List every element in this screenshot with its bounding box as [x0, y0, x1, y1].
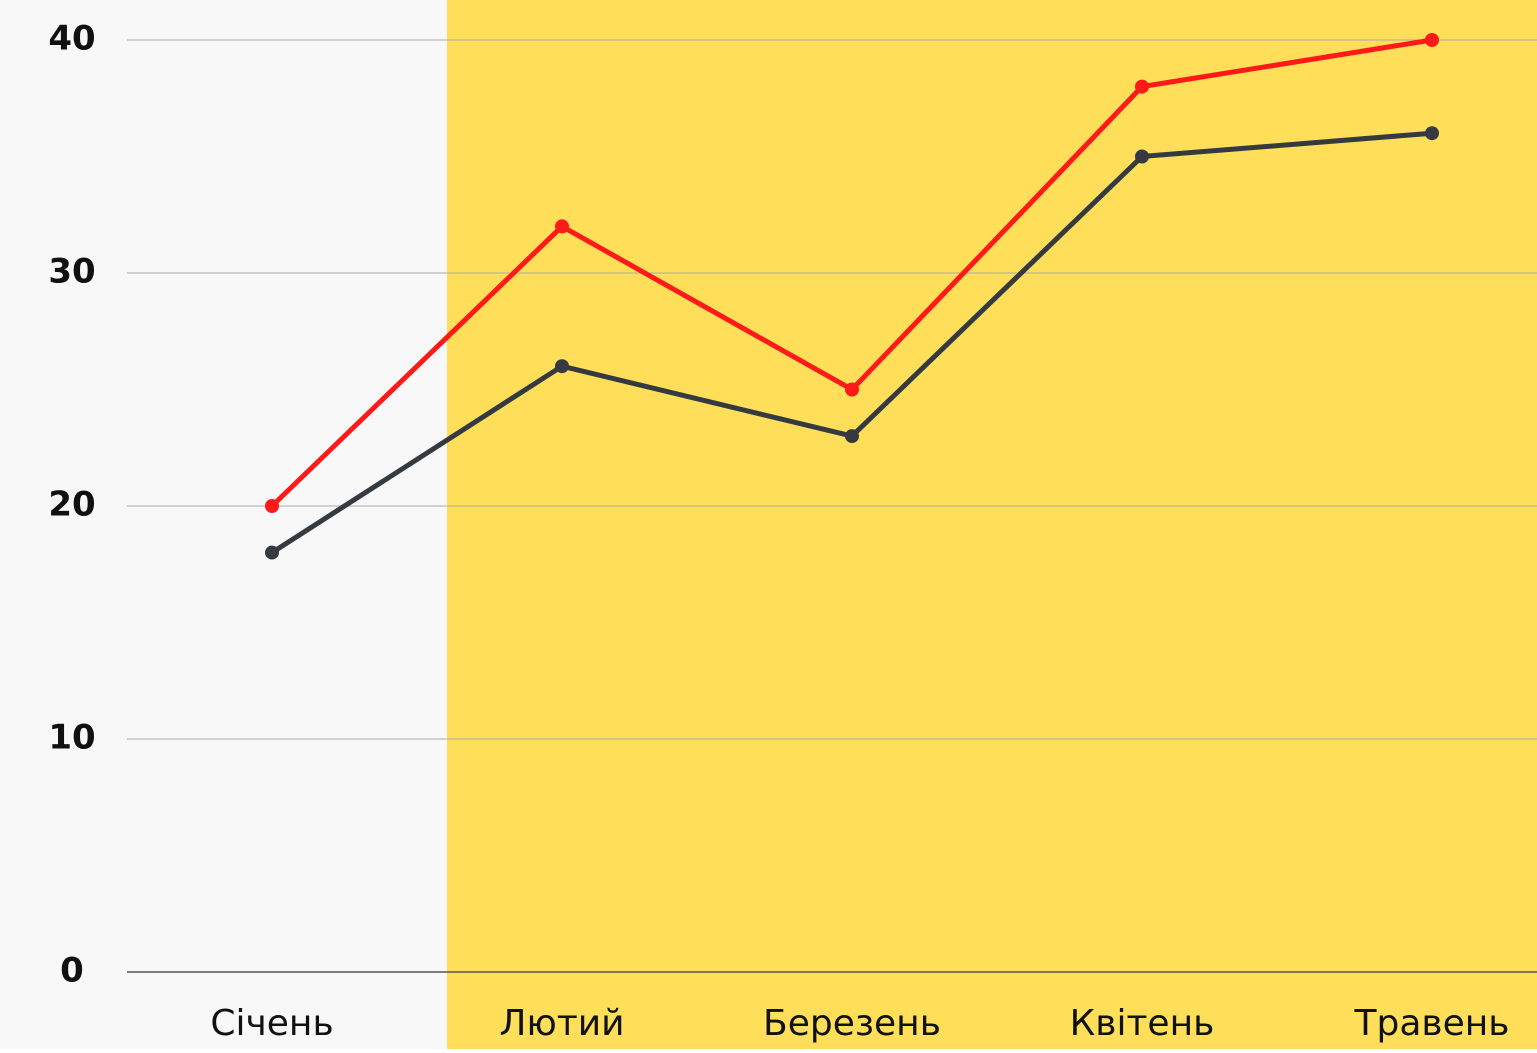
data-point: [1135, 79, 1149, 94]
x-tick-label: Квітень: [1070, 1003, 1215, 1044]
data-point: [1425, 33, 1439, 47]
data-point: [1135, 149, 1149, 164]
data-point: [1425, 126, 1439, 141]
x-tick-label: Травень: [1353, 1003, 1509, 1044]
y-tick-label: 10: [48, 718, 95, 758]
x-tick-label: Лютий: [499, 1003, 624, 1044]
y-tick-label: 20: [48, 485, 95, 525]
y-tick-label: 30: [48, 252, 95, 292]
y-tick-label: 0: [60, 951, 84, 991]
data-point: [845, 382, 859, 397]
y-tick-label: 40: [48, 19, 95, 59]
data-point: [555, 219, 569, 234]
data-point: [265, 545, 279, 560]
data-point: [555, 359, 569, 374]
highlight-band: [447, 0, 1537, 1049]
x-tick-label: Січень: [210, 1003, 333, 1044]
data-point: [845, 429, 859, 444]
x-tick-label: Березень: [763, 1003, 941, 1044]
data-point: [265, 499, 279, 513]
